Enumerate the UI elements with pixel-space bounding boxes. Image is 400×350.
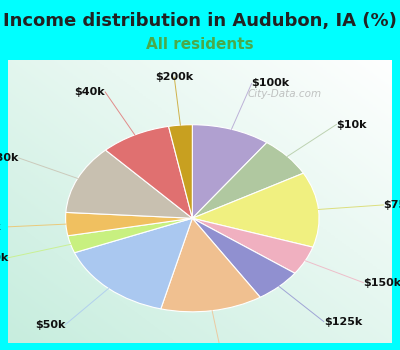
Text: $125k: $125k xyxy=(324,317,362,327)
Wedge shape xyxy=(66,212,192,236)
Text: $150k: $150k xyxy=(363,278,400,288)
Text: City-Data.com: City-Data.com xyxy=(248,89,322,98)
Text: $10k: $10k xyxy=(336,119,367,130)
Text: $50k: $50k xyxy=(35,320,65,330)
Text: $30k: $30k xyxy=(0,153,18,163)
Wedge shape xyxy=(192,142,303,218)
Wedge shape xyxy=(161,218,260,312)
Wedge shape xyxy=(192,173,319,247)
Text: $200k: $200k xyxy=(155,72,193,82)
Text: $40k: $40k xyxy=(74,87,105,97)
Wedge shape xyxy=(192,218,295,297)
Text: $60k: $60k xyxy=(0,222,1,232)
Wedge shape xyxy=(192,125,267,218)
Wedge shape xyxy=(68,218,192,253)
Text: Income distribution in Audubon, IA (%): Income distribution in Audubon, IA (%) xyxy=(3,12,397,30)
Text: > $200k: > $200k xyxy=(0,253,8,263)
Text: $75k: $75k xyxy=(384,200,400,210)
Wedge shape xyxy=(66,150,192,218)
Text: $100k: $100k xyxy=(252,78,290,89)
Wedge shape xyxy=(74,218,192,309)
Wedge shape xyxy=(192,218,313,273)
Wedge shape xyxy=(106,126,192,218)
Wedge shape xyxy=(168,125,192,218)
Text: All residents: All residents xyxy=(146,37,254,52)
